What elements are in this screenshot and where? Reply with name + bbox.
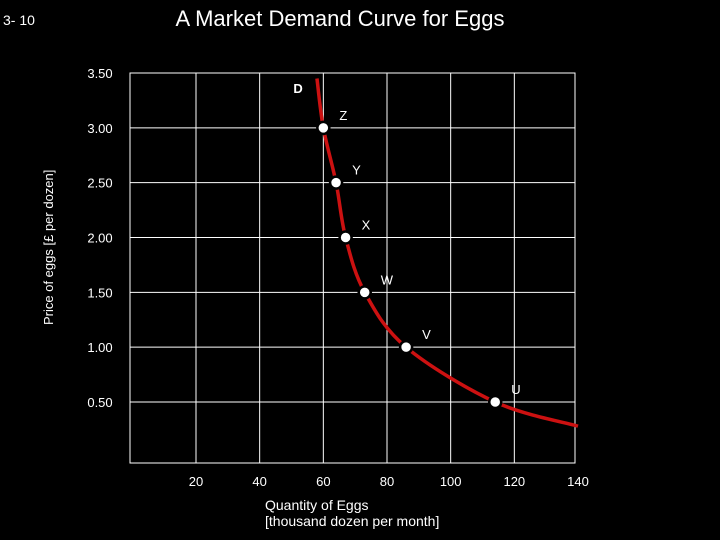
data-point — [338, 230, 353, 245]
y-tick-label: 3.50 — [87, 66, 112, 81]
data-point — [398, 339, 414, 355]
x-tick-label: 60 — [316, 474, 330, 489]
x-axis-label-line1: Quantity of Eggs — [265, 497, 369, 513]
data-point-label: Y — [352, 163, 361, 178]
y-tick-label: 3.00 — [87, 121, 112, 136]
y-tick-label: 2.00 — [87, 231, 112, 246]
y-tick-label: 2.50 — [87, 176, 112, 191]
x-tick-label: 80 — [380, 474, 394, 489]
x-tick-label: 40 — [252, 474, 266, 489]
y-tick-label: 1.00 — [87, 340, 112, 355]
y-tick-label: 1.50 — [87, 285, 112, 300]
data-point — [316, 120, 331, 136]
curve-label: D — [293, 81, 302, 96]
y-tick-label: 0.50 — [87, 395, 112, 410]
title-bar: 3- 10 A Market Demand Curve for Eggs — [0, 0, 720, 40]
data-point-label: Z — [339, 108, 347, 123]
x-axis-label-line2: [thousand dozen per month] — [265, 513, 440, 529]
data-point — [487, 394, 503, 410]
x-tick-label: 120 — [503, 474, 525, 489]
data-point — [328, 175, 344, 190]
data-point-label: X — [362, 218, 371, 233]
chart-title: A Market Demand Curve for Eggs — [175, 6, 505, 31]
x-tick-label: 100 — [440, 474, 462, 489]
x-axis-label: Quantity of Eggs [thousand dozen per mon… — [265, 497, 439, 529]
data-point-label: V — [422, 327, 431, 342]
data-point-label: U — [511, 382, 520, 397]
data-point-label: W — [381, 272, 394, 287]
data-point — [357, 285, 372, 300]
x-tick-label: 140 — [567, 474, 589, 489]
x-tick-label: 20 — [189, 474, 203, 489]
slide-number: 3- 10 — [3, 12, 35, 28]
